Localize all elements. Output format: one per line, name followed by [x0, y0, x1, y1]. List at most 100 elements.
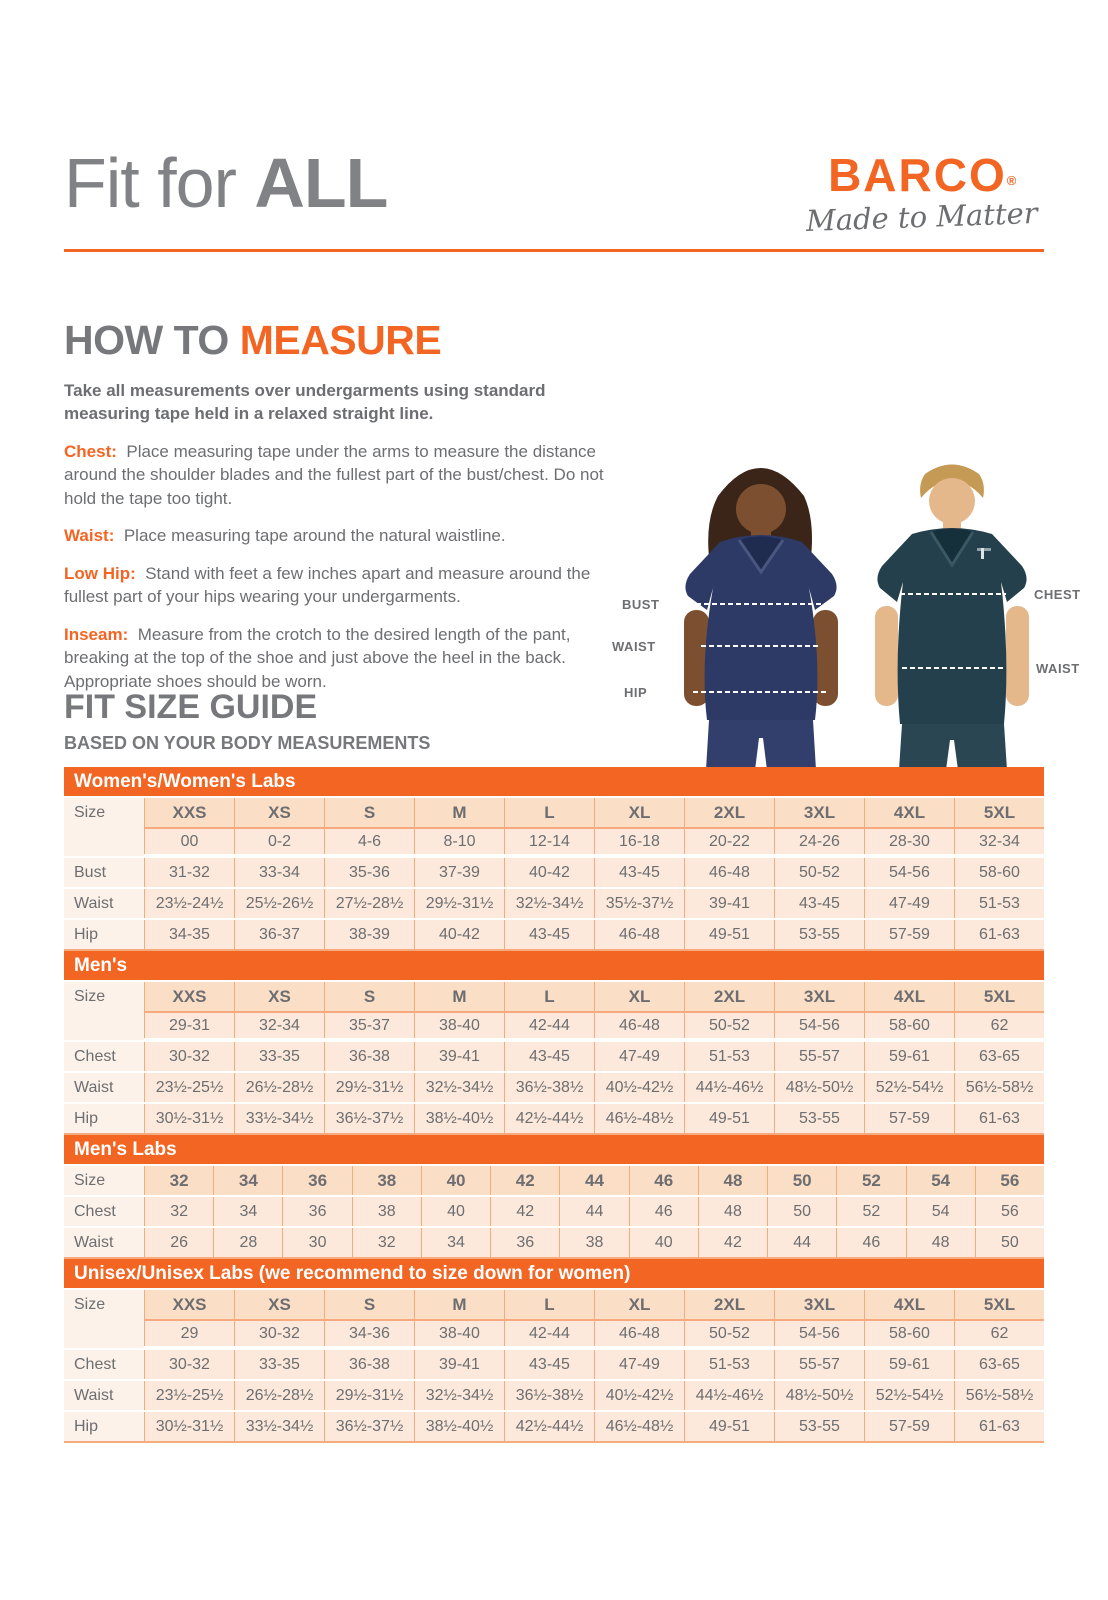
size-cell: 42½-44½ [504, 1104, 594, 1133]
size-cell: 2XL [684, 1290, 774, 1319]
size-cell: 61-63 [954, 920, 1044, 949]
size-cell: 49-51 [684, 1104, 774, 1133]
table-row: Chest 30-32 33-35 36-38 39-41 43-45 47-49 51-53… [64, 1042, 1044, 1071]
size-cell: 12-14 [504, 827, 594, 854]
size-cell: XS [234, 798, 324, 827]
page-title-light: Fit for [64, 144, 255, 222]
fit-size-guide-section: FIT SIZE GUIDE BASED ON YOUR BODY MEASUR… [64, 690, 1044, 1443]
size-cell: 44 [767, 1228, 837, 1257]
size-cell: S [324, 1290, 414, 1319]
table-band-mens-labs: Men's Labs [64, 1135, 1044, 1164]
size-cell: 51-53 [684, 1042, 774, 1071]
row-label: Size [64, 1166, 144, 1195]
size-cell: XS [234, 1290, 324, 1319]
size-cell: 29-31 [144, 1011, 234, 1038]
size-cell: 43-45 [774, 889, 864, 918]
size-cell: 30½-31½ [144, 1412, 234, 1441]
size-cell: 26 [144, 1228, 214, 1257]
size-cell: 46 [628, 1197, 698, 1226]
how-to-measure-title-gray: HOW TO [64, 317, 240, 363]
size-cell: 5XL [954, 982, 1044, 1011]
size-cell: 55-57 [774, 1350, 864, 1379]
size-cell: 36 [490, 1228, 560, 1257]
size-cell: 25½-26½ [234, 889, 324, 918]
size-cell: 61-63 [954, 1412, 1044, 1441]
size-cell: 40-42 [504, 858, 594, 887]
measure-item-inseam-text: Measure from the crotch to the desired l… [64, 624, 571, 691]
size-cell: 40½-42½ [594, 1381, 684, 1410]
size-cell: 4-6 [324, 827, 414, 854]
size-cell: 46-48 [594, 920, 684, 949]
size-cell: 56 [974, 1166, 1044, 1195]
row-label: Waist [64, 1228, 144, 1257]
measure-item-lowhip: Low Hip: Stand with feet a few inches ap… [64, 562, 629, 609]
size-table-mens: Men's Size XXS XS S M L XL 2XL 3XL 4XL 5XL 29-31 32-… [64, 951, 1044, 1135]
row-label: Size [64, 798, 144, 827]
size-cell: 32½-34½ [414, 1073, 504, 1102]
size-cell: 35-36 [324, 858, 414, 887]
size-cell: 54-56 [774, 1319, 864, 1346]
size-cell: 59-61 [864, 1350, 954, 1379]
size-cell: 39-41 [414, 1042, 504, 1071]
size-cell: 48½-50½ [774, 1381, 864, 1410]
table-row: Size XXS XS S M L XL 2XL 3XL 4XL 5XL [64, 982, 1044, 1011]
how-to-measure-title: HOW TO MEASURE [64, 320, 629, 361]
size-cell: 62 [954, 1319, 1044, 1346]
size-cell: 38½-40½ [414, 1412, 504, 1441]
row-label: Chest [64, 1197, 144, 1226]
man-model [875, 464, 1029, 770]
table-body-mens: Size XXS XS S M L XL 2XL 3XL 4XL 5XL 29-31 32-34 35-3… [64, 982, 1044, 1135]
size-cell: 2XL [684, 798, 774, 827]
size-cell: 51-53 [954, 889, 1044, 918]
row-label: Size [64, 1290, 144, 1319]
size-cell: 40 [420, 1166, 491, 1195]
size-cell: 44 [559, 1166, 629, 1195]
size-cell: 50 [974, 1228, 1044, 1257]
size-cell: 57-59 [864, 920, 954, 949]
size-cell: 62 [954, 1011, 1044, 1038]
measure-item-inseam: Inseam: Measure from the crotch to the d… [64, 623, 629, 693]
size-cell: 40-42 [414, 920, 504, 949]
fit-size-guide-subtitle: BASED ON YOUR BODY MEASUREMENTS [64, 733, 431, 753]
size-table-mens-labs: Men's Labs Size 32 34 36 38 40 42 44 46 48 50 52 54 5… [64, 1135, 1044, 1259]
measure-item-lowhip-label: Low Hip: [64, 563, 136, 583]
size-cell: 27½-28½ [324, 889, 414, 918]
size-cell: 38½-40½ [414, 1104, 504, 1133]
models-illustration: BUST WAIST HIP CHEST WAIST [612, 464, 1081, 770]
size-cell: 36 [282, 1197, 352, 1226]
size-cell: 52½-54½ [864, 1381, 954, 1410]
size-cell: 28 [213, 1228, 283, 1257]
size-cell: 34 [213, 1197, 283, 1226]
row-label: Hip [64, 920, 144, 949]
size-cell: 46 [628, 1166, 698, 1195]
table-row: 00 0-2 4-6 8-10 12-14 16-18 20-22 24-26 28-30 32-… [64, 827, 1044, 856]
size-cell: 30-32 [144, 1042, 234, 1071]
size-cell: 58-60 [954, 858, 1044, 887]
size-cell: 30-32 [144, 1350, 234, 1379]
size-cell: 31-32 [144, 858, 234, 887]
size-cell: 32 [144, 1166, 214, 1195]
size-cell: XL [594, 1290, 684, 1319]
size-cell: 33-34 [234, 858, 324, 887]
table-row: Hip 30½-31½ 33½-34½ 36½-37½ 38½-40½ 42½-44½ 46… [64, 1412, 1044, 1441]
size-cell: 35-37 [324, 1011, 414, 1038]
row-label: Waist [64, 1073, 144, 1102]
size-cell: 36-37 [234, 920, 324, 949]
table-row: Hip 30½-31½ 33½-34½ 36½-37½ 38½-40½ 42½-44½ 46… [64, 1104, 1044, 1133]
chest-label: CHEST [1034, 587, 1081, 602]
size-cell: 48 [905, 1228, 975, 1257]
size-cell: 29½-31½ [414, 889, 504, 918]
size-cell: 26½-28½ [234, 1381, 324, 1410]
table-row: Hip 34-35 36-37 38-39 40-42 43-45 46-48 49-51 53… [64, 920, 1044, 949]
size-cell: 36½-37½ [324, 1104, 414, 1133]
size-cell: 63-65 [954, 1350, 1044, 1379]
size-cell: 4XL [864, 798, 954, 827]
size-cell: 36-38 [324, 1350, 414, 1379]
size-cell: 34-35 [144, 920, 234, 949]
size-cell: 52½-54½ [864, 1073, 954, 1102]
size-cell: 38-40 [414, 1319, 504, 1346]
size-cell: XS [234, 982, 324, 1011]
table-body-unisex: Size XXS XS S M L XL 2XL 3XL 4XL 5XL 29 30-32 34-36 38… [64, 1290, 1044, 1443]
size-cell: 54-56 [864, 858, 954, 887]
brand-logo: BARCO® Made to Matter [806, 152, 1039, 238]
